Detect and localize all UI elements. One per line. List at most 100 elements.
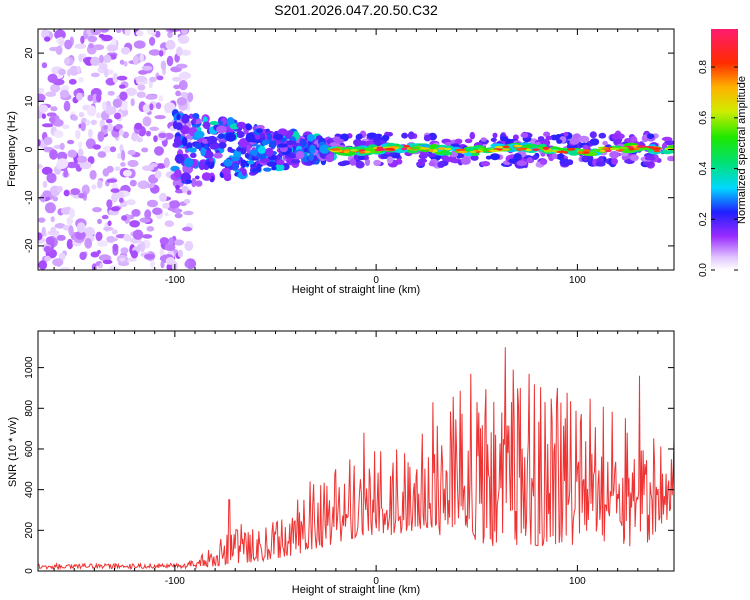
heatmap-cell	[68, 78, 77, 85]
heatmap-cell	[531, 155, 539, 160]
heatmap-cell	[532, 148, 540, 151]
heatmap-cell	[146, 130, 151, 137]
heatmap-cell	[609, 151, 620, 159]
heatmap-cell	[272, 133, 284, 141]
heatmap-cell	[525, 148, 532, 152]
heatmap-cell	[46, 172, 57, 184]
heatmap-cell	[364, 158, 371, 166]
heatmap-cell	[119, 59, 125, 65]
heatmap-cell	[146, 29, 155, 35]
heatmap-cell	[384, 147, 395, 151]
colorbar-label: Normalized spectral amplitude	[736, 76, 748, 224]
heatmap-cell	[111, 229, 118, 235]
heatmap-cell	[106, 44, 119, 52]
heatmap-cell	[186, 147, 196, 152]
heatmap-cell	[120, 47, 131, 55]
heatmap-cell	[478, 147, 484, 150]
heatmap-cell	[176, 113, 181, 121]
heatmap-cell	[87, 94, 93, 102]
heatmap-cell	[71, 115, 78, 121]
heatmap-cell	[667, 155, 674, 162]
heatmap-cell	[105, 123, 114, 132]
heatmap-cell	[146, 199, 159, 208]
heatmap-cell	[187, 92, 194, 102]
heatmap-cell	[183, 198, 191, 204]
heatmap-cell	[179, 92, 190, 98]
heatmap-cell	[66, 238, 74, 250]
heatmap-cell	[92, 207, 102, 213]
heatmap-cell	[165, 39, 176, 50]
heatmap-cell	[263, 167, 272, 172]
heatmap-cell	[174, 212, 183, 219]
heatmap-cell	[343, 150, 350, 154]
heatmap-cell	[149, 126, 159, 131]
heatmap-cell	[90, 56, 101, 66]
heatmap-cell	[577, 151, 584, 154]
heatmap-cell	[179, 72, 191, 80]
heatmap-cell	[166, 55, 174, 67]
heatmap-cell	[144, 253, 155, 260]
heatmap-cell	[69, 65, 79, 76]
heatmap-cell	[154, 146, 164, 156]
heatmap-cell	[158, 95, 164, 102]
heatmap-cell	[80, 35, 85, 44]
heatmap-cell	[89, 170, 97, 180]
heatmap-cell	[172, 76, 182, 82]
heatmap-cell	[164, 243, 176, 251]
spectrogram-ytick-label: -20	[24, 238, 35, 253]
colorbar-tick-label: 0.8	[698, 60, 709, 74]
snr-ytick-label: 400	[24, 481, 35, 498]
heatmap-cell	[256, 163, 262, 173]
heatmap-cell	[376, 148, 386, 151]
heatmap-cell	[469, 131, 476, 140]
heatmap-cell	[589, 131, 597, 139]
heatmap-cell	[122, 169, 132, 177]
heatmap-cell	[49, 149, 58, 160]
heatmap-cell	[141, 65, 153, 71]
snr-ytick-label: 1000	[24, 356, 35, 379]
snr-xtick-label: -100	[165, 576, 185, 587]
heatmap-cell	[84, 237, 93, 249]
heatmap-cell	[145, 94, 158, 100]
heatmap-cell	[308, 153, 314, 162]
heatmap-cell	[52, 119, 64, 127]
heatmap-cell	[241, 168, 247, 176]
heatmap-cell	[401, 132, 408, 139]
heatmap-cell	[67, 139, 75, 145]
heatmap-cell	[355, 160, 365, 169]
heatmap-cell	[101, 214, 109, 220]
heatmap-cell	[500, 136, 509, 142]
heatmap-cell	[64, 39, 73, 50]
heatmap-cell	[50, 106, 58, 112]
heatmap-cell	[56, 234, 66, 241]
heatmap-cell	[79, 161, 92, 170]
heatmap-cell	[92, 144, 102, 150]
heatmap-cell	[356, 133, 363, 140]
heatmap-cell	[349, 158, 357, 166]
heatmap-cell	[54, 223, 66, 229]
heatmap-cell	[133, 40, 146, 49]
heatmap-cell	[175, 189, 184, 194]
heatmap-cell	[520, 132, 529, 138]
heatmap-cell	[516, 160, 527, 166]
heatmap-cell	[115, 29, 122, 34]
heatmap-cell	[76, 66, 82, 74]
heatmap-cell	[136, 243, 142, 251]
heatmap-cell	[109, 146, 117, 153]
heatmap-cell	[266, 161, 277, 167]
heatmap-cell	[373, 159, 382, 167]
heatmap-cell	[123, 234, 132, 242]
heatmap-cell	[119, 257, 126, 262]
heatmap-cell	[55, 45, 63, 55]
heatmap-cell	[223, 158, 233, 167]
heatmap-cell	[183, 210, 194, 216]
heatmap-cell	[660, 149, 674, 155]
heatmap-cell	[460, 157, 471, 165]
heatmap-cell	[236, 147, 242, 152]
heatmap-cell	[137, 84, 146, 91]
heatmap-cell	[195, 175, 200, 180]
heatmap-cell	[78, 53, 83, 63]
spectrogram-heatmap	[38, 29, 674, 270]
heatmap-cell	[185, 179, 192, 184]
